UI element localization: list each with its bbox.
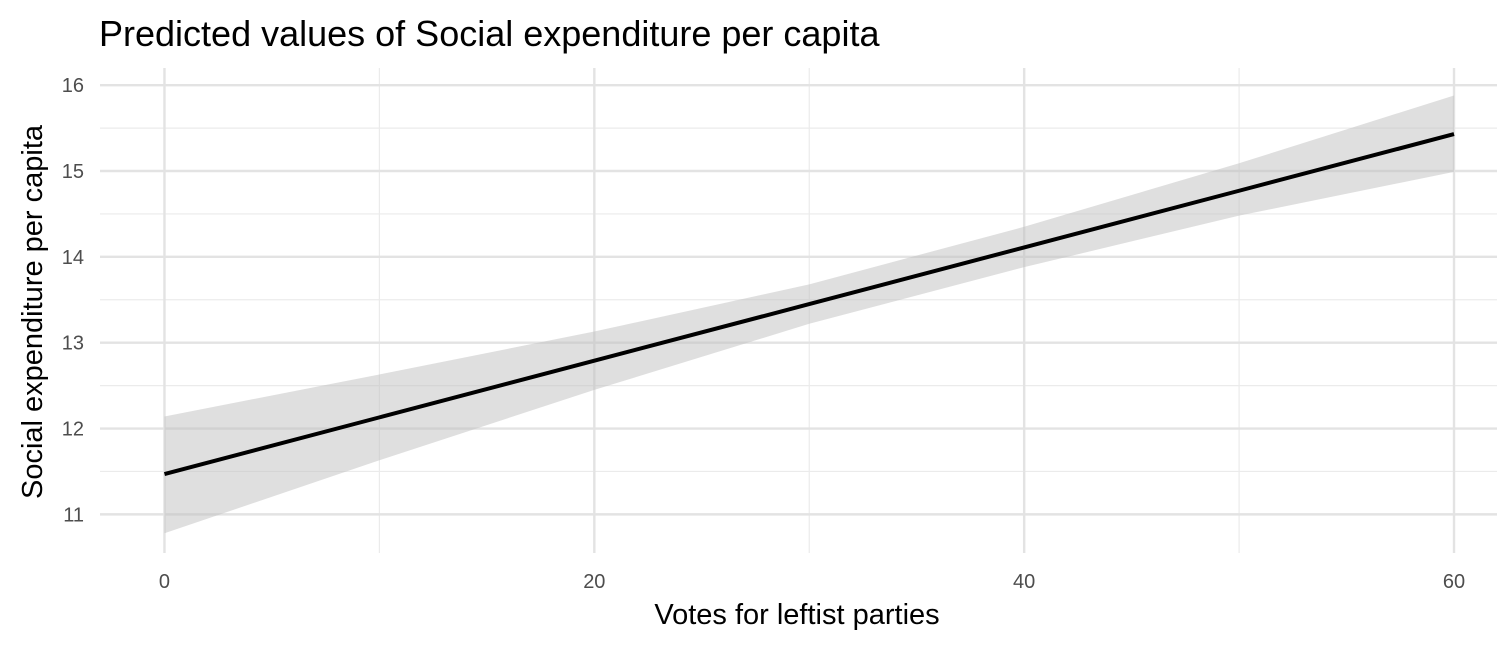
x-axis-title: Votes for leftist parties [654, 599, 939, 631]
chart-title: Predicted values of Social expenditure p… [99, 13, 880, 54]
prediction-lines [163, 132, 1455, 476]
y-tick-label: 12 [62, 419, 84, 441]
confidence-band-area [164, 95, 1455, 534]
y-tick-label: 14 [62, 247, 84, 269]
prediction-line [163, 132, 1455, 476]
x-tick-label: 20 [583, 571, 605, 593]
y-tick-labels: 11 12 13 14 15 16 [62, 75, 84, 526]
y-tick-label: 13 [62, 333, 84, 355]
x-tick-label: 60 [1443, 571, 1465, 593]
x-tick-label: 0 [159, 571, 170, 593]
y-tick-label: 16 [62, 75, 84, 97]
y-tick-label: 11 [63, 504, 84, 526]
x-tick-label: 40 [1013, 571, 1035, 593]
y-axis-title: Social expenditure per capita [17, 124, 49, 499]
y-tick-label: 15 [62, 161, 84, 183]
x-tick-labels: 0 20 40 60 [159, 571, 1465, 593]
confidence-band [164, 95, 1455, 534]
